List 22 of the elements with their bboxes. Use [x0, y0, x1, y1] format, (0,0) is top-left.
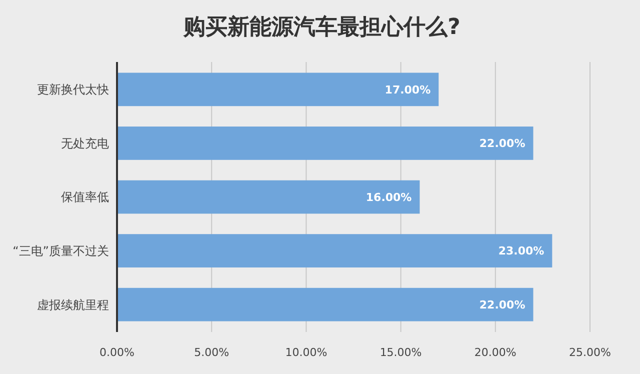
- x-tick-label: 25.00%: [569, 346, 611, 359]
- data-label: 16.00%: [366, 190, 412, 204]
- y-tick-label: 保值率低: [61, 190, 109, 204]
- data-label: 23.00%: [498, 244, 544, 258]
- y-tick-label: 虚报续航里程: [37, 298, 109, 312]
- x-tick-label: 10.00%: [285, 346, 328, 359]
- bar: [117, 126, 534, 160]
- data-label: 22.00%: [479, 137, 526, 150]
- data-label: 17.00%: [384, 83, 431, 96]
- y-tick-label: 无处充电: [61, 136, 109, 150]
- bar: [117, 234, 552, 268]
- x-tick-label: 0.00%: [100, 346, 134, 359]
- x-tick-label: 20.00%: [474, 346, 516, 359]
- chart-title: 购买新能源汽车最担心什么?: [182, 14, 460, 40]
- y-tick-label: “三电”质量不过关: [12, 244, 109, 258]
- x-tick-label: 5.00%: [194, 346, 230, 359]
- data-label: 22.00%: [479, 298, 526, 312]
- y-tick-label: 更新换代太快: [37, 82, 109, 97]
- bar: [117, 288, 534, 322]
- x-tick-label: 15.00%: [380, 346, 422, 359]
- bar: [117, 72, 439, 106]
- bar: [117, 180, 420, 214]
